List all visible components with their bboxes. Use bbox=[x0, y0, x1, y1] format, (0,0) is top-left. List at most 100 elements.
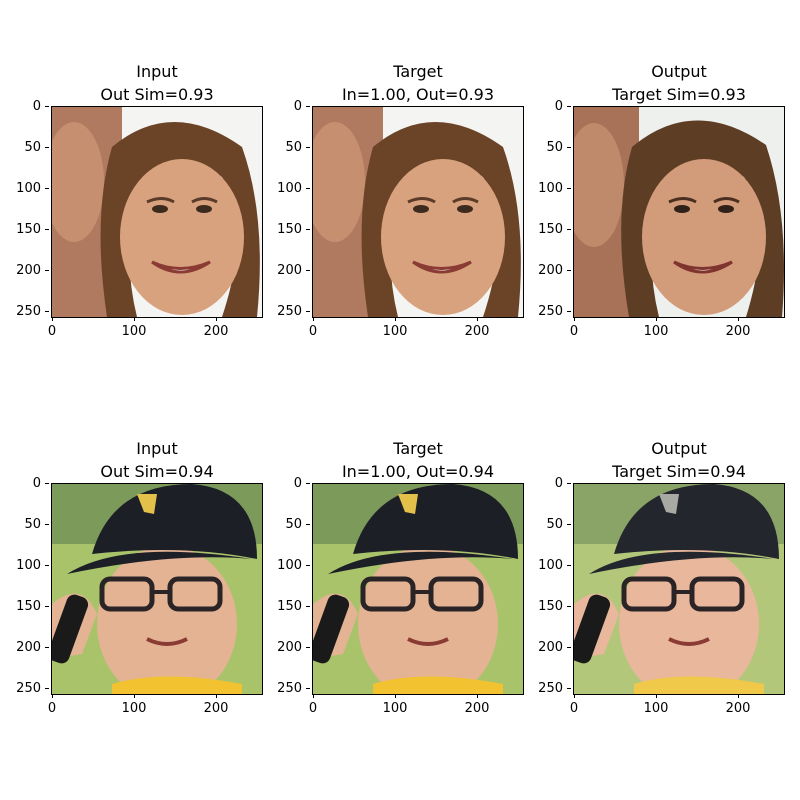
y-tick-mark bbox=[567, 147, 571, 149]
y-tick-label: 250 bbox=[1, 682, 49, 696]
x-tick-mark bbox=[737, 317, 739, 321]
y-tick-label: 250 bbox=[262, 682, 310, 696]
y-tick-label: 200 bbox=[523, 641, 571, 655]
y-tick-mark bbox=[306, 688, 310, 690]
x-tick-label: 100 bbox=[636, 694, 676, 716]
y-tick-label: 200 bbox=[1, 264, 49, 278]
panel-title: Target In=1.00, Out=0.94 bbox=[288, 437, 548, 483]
y-tick-mark bbox=[45, 188, 49, 190]
x-tick-mark bbox=[312, 694, 314, 698]
y-tick-mark bbox=[567, 524, 571, 526]
title-line-1: Input bbox=[136, 439, 178, 458]
y-tick-mark bbox=[567, 688, 571, 690]
panel-target-row2: 0 50 100 150 200 250 0 100 200 bbox=[277, 477, 524, 716]
y-tick-label: 0 bbox=[523, 100, 571, 114]
y-tick-mark bbox=[306, 270, 310, 272]
y-tick-mark bbox=[567, 606, 571, 608]
x-tick-mark bbox=[394, 317, 396, 321]
y-tick-label: 200 bbox=[1, 641, 49, 655]
y-tick-mark bbox=[306, 229, 310, 231]
woman-face-input-image bbox=[51, 106, 263, 318]
x-tick-label: 100 bbox=[636, 317, 676, 339]
y-tick-label: 50 bbox=[1, 141, 49, 155]
y-tick-mark bbox=[306, 311, 310, 313]
x-tick-mark bbox=[573, 317, 575, 321]
y-tick-label: 0 bbox=[262, 477, 310, 491]
x-tick-label: 100 bbox=[375, 317, 415, 339]
y-tick-mark bbox=[567, 270, 571, 272]
y-tick-mark bbox=[306, 565, 310, 567]
x-tick-mark bbox=[573, 694, 575, 698]
title-line-2: Out Sim=0.94 bbox=[100, 462, 214, 481]
title-line-2: Target Sim=0.94 bbox=[612, 462, 746, 481]
x-tick-label: 0 bbox=[554, 694, 594, 716]
y-tick-mark bbox=[567, 565, 571, 567]
title-line-2: Target Sim=0.93 bbox=[612, 85, 746, 104]
y-tick-label: 200 bbox=[262, 264, 310, 278]
y-tick-label: 200 bbox=[523, 264, 571, 278]
y-tick-mark bbox=[306, 647, 310, 649]
x-tick-mark bbox=[133, 694, 135, 698]
x-tick-mark bbox=[394, 694, 396, 698]
y-tick-label: 150 bbox=[1, 600, 49, 614]
y-tick-mark bbox=[45, 565, 49, 567]
x-tick-label: 200 bbox=[196, 694, 236, 716]
y-tick-label: 50 bbox=[523, 518, 571, 532]
x-tick-mark bbox=[215, 694, 217, 698]
x-tick-mark bbox=[51, 317, 53, 321]
panel-title: Input Out Sim=0.93 bbox=[27, 60, 287, 106]
y-tick-mark bbox=[45, 647, 49, 649]
y-tick-mark bbox=[45, 270, 49, 272]
y-tick-label: 250 bbox=[523, 305, 571, 319]
y-tick-label: 100 bbox=[523, 559, 571, 573]
y-tick-mark bbox=[45, 606, 49, 608]
y-tick-mark bbox=[567, 647, 571, 649]
title-line-2: In=1.00, Out=0.93 bbox=[341, 85, 495, 104]
x-tick-label: 200 bbox=[718, 694, 758, 716]
boy-cap-output-image bbox=[573, 483, 785, 695]
y-tick-label: 250 bbox=[523, 682, 571, 696]
y-tick-label: 100 bbox=[1, 559, 49, 573]
x-tick-label: 0 bbox=[293, 317, 333, 339]
y-tick-mark bbox=[45, 147, 49, 149]
panel-title: Output Target Sim=0.93 bbox=[549, 60, 800, 106]
x-tick-label: 200 bbox=[457, 694, 497, 716]
x-tick-mark bbox=[476, 694, 478, 698]
y-tick-label: 50 bbox=[262, 141, 310, 155]
panel-input-row1: 0 50 100 150 200 250 0 100 200 bbox=[16, 100, 263, 339]
panel-input-row2: 0 50 100 150 200 250 0 100 200 bbox=[16, 477, 263, 716]
x-tick-mark bbox=[476, 317, 478, 321]
y-tick-mark bbox=[306, 524, 310, 526]
y-tick-mark bbox=[45, 688, 49, 690]
y-tick-mark bbox=[306, 147, 310, 149]
y-tick-mark bbox=[45, 483, 49, 484]
y-tick-label: 100 bbox=[262, 559, 310, 573]
title-line-2: Out Sim=0.93 bbox=[100, 85, 214, 104]
y-tick-mark bbox=[306, 606, 310, 608]
x-tick-mark bbox=[51, 694, 53, 698]
boy-cap-target-image bbox=[312, 483, 524, 695]
y-tick-mark bbox=[45, 311, 49, 313]
title-line-1: Output bbox=[651, 439, 707, 458]
x-tick-mark bbox=[655, 694, 657, 698]
y-tick-label: 150 bbox=[262, 223, 310, 237]
y-tick-label: 0 bbox=[523, 477, 571, 491]
woman-face-target-image bbox=[312, 106, 524, 318]
y-tick-label: 50 bbox=[1, 518, 49, 532]
y-tick-label: 0 bbox=[1, 477, 49, 491]
y-tick-label: 200 bbox=[262, 641, 310, 655]
y-tick-label: 250 bbox=[1, 305, 49, 319]
y-tick-label: 100 bbox=[262, 182, 310, 196]
y-tick-mark bbox=[306, 106, 310, 107]
y-tick-mark bbox=[306, 483, 310, 484]
y-tick-label: 250 bbox=[262, 305, 310, 319]
y-tick-label: 100 bbox=[1, 182, 49, 196]
x-tick-label: 0 bbox=[32, 694, 72, 716]
x-tick-label: 0 bbox=[293, 694, 333, 716]
x-tick-label: 0 bbox=[32, 317, 72, 339]
y-tick-label: 150 bbox=[1, 223, 49, 237]
y-tick-mark bbox=[567, 188, 571, 190]
x-tick-mark bbox=[215, 317, 217, 321]
x-tick-mark bbox=[312, 317, 314, 321]
x-tick-mark bbox=[133, 317, 135, 321]
